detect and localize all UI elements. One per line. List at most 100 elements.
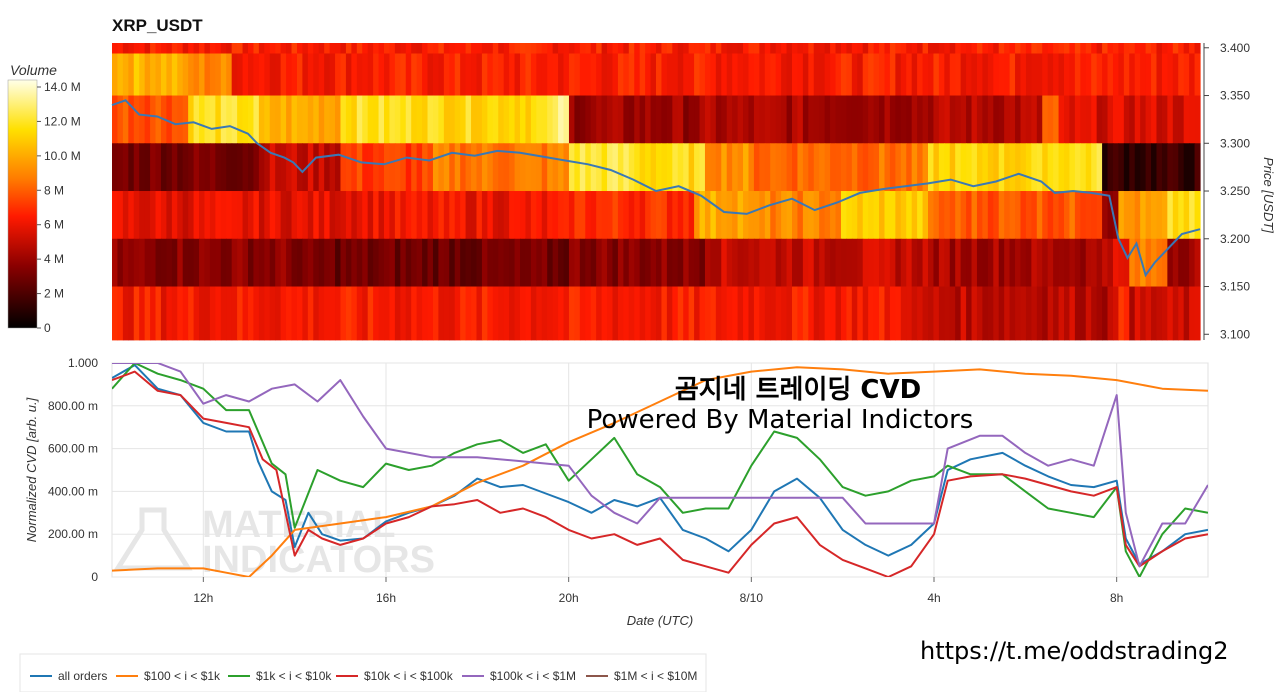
heatmap-cell bbox=[753, 238, 760, 287]
heatmap-cell bbox=[944, 191, 951, 240]
heatmap-cell bbox=[743, 95, 750, 144]
heatmap-cell bbox=[122, 238, 129, 287]
heatmap-cell bbox=[726, 191, 733, 240]
heatmap-cell bbox=[1107, 238, 1114, 287]
heatmap-cell bbox=[389, 286, 396, 341]
heatmap-cell bbox=[764, 53, 771, 96]
heatmap-cell bbox=[617, 95, 624, 144]
heatmap-cell bbox=[666, 43, 673, 54]
heatmap-cell bbox=[813, 191, 820, 240]
heatmap-cell bbox=[976, 53, 983, 96]
heatmap-cell bbox=[122, 191, 129, 240]
heatmap-cell bbox=[873, 286, 880, 341]
heatmap-cell bbox=[1194, 238, 1201, 287]
heatmap-cell bbox=[454, 43, 461, 54]
heatmap-cell bbox=[122, 286, 129, 341]
heatmap-cell bbox=[373, 238, 380, 287]
heatmap-cell bbox=[220, 53, 227, 96]
heatmap-cell bbox=[313, 95, 320, 144]
heatmap-cell bbox=[128, 238, 135, 287]
heatmap-cell bbox=[677, 286, 684, 341]
heatmap-cell bbox=[405, 53, 412, 96]
heatmap-cell bbox=[313, 43, 320, 54]
heatmap-cell bbox=[966, 191, 973, 240]
heatmap-cell bbox=[351, 53, 358, 96]
heatmap-cell bbox=[830, 191, 837, 240]
volume-heatmap bbox=[112, 43, 1201, 341]
heatmap-cell bbox=[215, 238, 222, 287]
heatmap-cell bbox=[764, 43, 771, 54]
heatmap-cell bbox=[296, 143, 303, 192]
heatmap-cell bbox=[628, 95, 635, 144]
heatmap-cell bbox=[1064, 53, 1071, 96]
heatmap-cell bbox=[868, 286, 875, 341]
heatmap-cell bbox=[666, 143, 673, 192]
heatmap-cell bbox=[340, 238, 347, 287]
heatmap-cell bbox=[237, 143, 244, 192]
heatmap-cell bbox=[394, 53, 401, 96]
heatmap-cell bbox=[993, 238, 1000, 287]
heatmap-cell bbox=[318, 286, 325, 341]
heatmap-cell bbox=[704, 43, 711, 54]
heatmap-cell bbox=[547, 53, 554, 96]
heatmap-cell bbox=[1123, 286, 1130, 341]
heatmap-cell bbox=[340, 143, 347, 192]
heatmap-cell bbox=[835, 286, 842, 341]
heatmap-cell bbox=[1178, 143, 1185, 192]
heatmap-cell bbox=[596, 191, 603, 240]
heatmap-cell bbox=[471, 191, 478, 240]
heatmap-cell bbox=[1118, 143, 1125, 192]
heatmap-cell bbox=[1009, 238, 1016, 287]
heatmap-cell bbox=[781, 191, 788, 240]
heatmap-cell bbox=[313, 53, 320, 96]
heatmap-cell bbox=[427, 53, 434, 96]
heatmap-cell bbox=[226, 191, 233, 240]
heatmap-cell bbox=[1151, 191, 1158, 240]
heatmap-cell bbox=[895, 143, 902, 192]
heatmap-cell bbox=[351, 238, 358, 287]
heatmap-cell bbox=[1080, 43, 1087, 54]
heatmap-cell bbox=[748, 53, 755, 96]
heatmap-cell bbox=[900, 43, 907, 54]
heatmap-cell bbox=[520, 238, 527, 287]
heatmap-cell bbox=[639, 191, 646, 240]
heatmap-cell bbox=[710, 286, 717, 341]
heatmap-cell bbox=[351, 286, 358, 341]
heatmap-cell bbox=[987, 238, 994, 287]
colorbar-tick-label: 6 M bbox=[44, 218, 64, 232]
heatmap-cell bbox=[1025, 53, 1032, 96]
heatmap-cell bbox=[966, 53, 973, 96]
watermark-line2: INDICATORS bbox=[202, 539, 435, 581]
heatmap-cell bbox=[634, 191, 641, 240]
heatmap-cell bbox=[884, 191, 891, 240]
cvd-series-line bbox=[112, 366, 1208, 577]
heatmap-cell bbox=[1042, 238, 1049, 287]
heatmap-cell bbox=[405, 238, 412, 287]
heatmap-cell bbox=[438, 191, 445, 240]
heatmap-cell bbox=[204, 238, 211, 287]
heatmap-cell bbox=[541, 286, 548, 341]
heatmap-cell bbox=[748, 43, 755, 54]
heatmap-cell bbox=[302, 191, 309, 240]
heatmap-cell bbox=[547, 95, 554, 144]
heatmap-cell bbox=[1053, 95, 1060, 144]
heatmap-cell bbox=[976, 286, 983, 341]
heatmap-cell bbox=[1112, 238, 1119, 287]
heatmap-cell bbox=[1085, 238, 1092, 287]
heatmap-cell bbox=[797, 53, 804, 96]
heatmap-cell bbox=[764, 95, 771, 144]
heatmap-cell bbox=[530, 95, 537, 144]
heatmap-cell bbox=[307, 95, 314, 144]
heatmap-cell bbox=[237, 191, 244, 240]
heatmap-cell bbox=[672, 95, 679, 144]
heatmap-cell bbox=[1096, 286, 1103, 341]
heatmap-cell bbox=[465, 238, 472, 287]
heatmap-cell bbox=[1036, 43, 1043, 54]
heatmap-cell bbox=[133, 53, 140, 96]
heatmap-cell bbox=[666, 191, 673, 240]
heatmap-cell bbox=[792, 43, 799, 54]
heatmap-cell bbox=[612, 238, 619, 287]
heatmap-cell bbox=[1047, 191, 1054, 240]
heatmap-cell bbox=[824, 143, 831, 192]
heatmap-cell bbox=[492, 143, 499, 192]
